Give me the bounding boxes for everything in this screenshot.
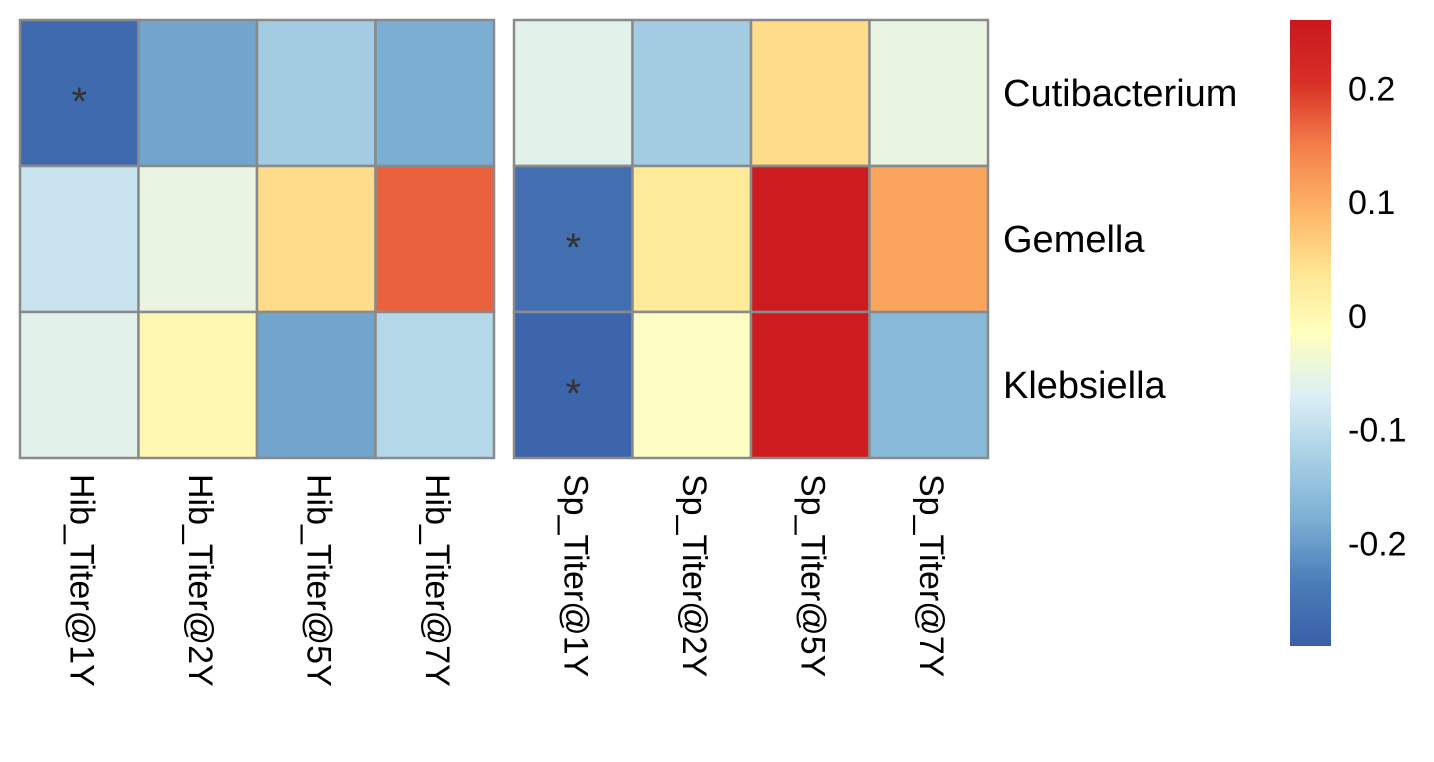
heatmap-cell — [868, 18, 990, 168]
heatmap-cell — [512, 310, 634, 460]
heatmap-cell — [868, 164, 990, 314]
colorbar-tick-label: 0 — [1348, 298, 1367, 336]
heatmap-cell — [512, 164, 634, 314]
significance-marker: * — [565, 226, 581, 270]
heatmap-cell — [374, 18, 496, 168]
colorbar-gradient — [1290, 20, 1331, 646]
row-label: Klebsiella — [1003, 365, 1167, 407]
row-label: Gemella — [1003, 219, 1145, 261]
heatmap-cell — [137, 18, 259, 168]
colorbar-legend: 0.2 0.1 0 -0.1 -0.2 — [1290, 20, 1407, 646]
heatmap-cell — [749, 310, 871, 460]
column-label: Sp_Titer@1Y — [556, 474, 594, 677]
heatmap-cell — [137, 164, 259, 314]
significance-marker: * — [565, 372, 581, 416]
heatmap-cell — [749, 164, 871, 314]
heatmap-cell — [512, 18, 634, 168]
column-label: Hib_Titer@2Y — [181, 474, 219, 687]
column-labels: Hib_Titer@1Y Hib_Titer@2Y Hib_Titer@5Y Hib_… — [62, 474, 950, 687]
column-label: Sp_Titer@7Y — [912, 474, 950, 677]
heatmap-cell — [631, 18, 753, 168]
row-label: Cutibacterium — [1003, 73, 1237, 115]
heatmap-cell — [374, 164, 496, 314]
colorbar-tick-label: -0.2 — [1348, 526, 1407, 564]
heatmap-cell — [255, 164, 377, 314]
colorbar-tick-label: 0.1 — [1348, 184, 1395, 222]
colorbar-tick-label: -0.1 — [1348, 412, 1407, 450]
row-labels: Cutibacterium Gemella Klebsiella — [1003, 73, 1237, 407]
colorbar-tick-label: 0.2 — [1348, 70, 1395, 108]
column-label: Hib_Titer@5Y — [299, 474, 337, 687]
column-label: Hib_Titer@1Y — [62, 474, 100, 687]
heatmap-panel-2: ** — [512, 18, 990, 460]
heatmap-cell — [18, 164, 140, 314]
heatmap-cell — [255, 310, 377, 460]
heatmap-cell — [137, 310, 259, 460]
heatmap-cell — [255, 18, 377, 168]
heatmap-panel-1: * — [18, 18, 496, 460]
heatmap-cell — [18, 18, 140, 168]
heatmap-cell — [868, 310, 990, 460]
significance-marker: * — [71, 80, 87, 124]
heatmap-panels: *** — [18, 18, 990, 460]
heatmap-cell — [18, 310, 140, 460]
heatmap-cell — [631, 164, 753, 314]
column-label: Sp_Titer@5Y — [793, 474, 831, 677]
heatmap-cell — [749, 18, 871, 168]
heatmap-cell — [631, 310, 753, 460]
column-label: Sp_Titer@2Y — [675, 474, 713, 677]
column-label: Hib_Titer@7Y — [418, 474, 456, 687]
heatmap-cell — [374, 310, 496, 460]
